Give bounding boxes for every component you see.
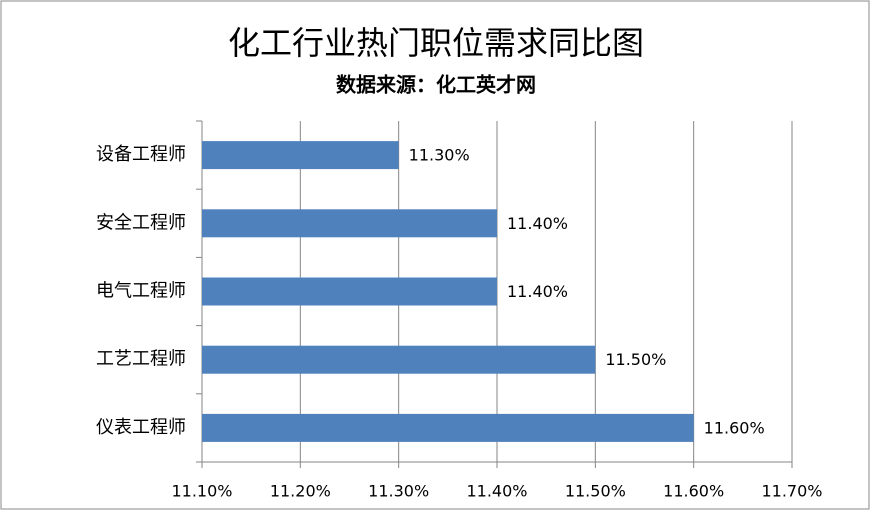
y-tick-label: 仪表工程师 (96, 417, 186, 438)
bar (202, 209, 497, 238)
bar (202, 345, 596, 374)
chart-title: 化工行业热门职位需求同比图 (228, 24, 644, 62)
y-tick-label: 安全工程师 (96, 212, 186, 233)
data-label: 11.40% (507, 282, 568, 301)
y-tick-label: 工艺工程师 (96, 349, 186, 370)
x-tick-label: 11.20% (270, 482, 331, 501)
x-tick-label: 11.10% (171, 482, 232, 501)
x-tick-label: 11.70% (761, 482, 822, 501)
x-tick-label: 11.50% (565, 482, 626, 501)
x-tick-label: 11.30% (368, 482, 429, 501)
bar (202, 413, 694, 442)
x-tick-label: 11.40% (466, 482, 527, 501)
data-label: 11.60% (704, 418, 765, 437)
chart-subtitle: 数据来源：化工英才网 (336, 73, 536, 97)
bar (202, 277, 497, 306)
y-tick-label: 设备工程师 (96, 144, 186, 165)
data-label: 11.50% (605, 350, 666, 369)
y-tick-label: 电气工程师 (96, 281, 186, 302)
x-tick-label: 11.60% (663, 482, 724, 501)
bar (202, 141, 399, 170)
data-label: 11.40% (507, 214, 568, 233)
data-label: 11.30% (409, 146, 470, 165)
